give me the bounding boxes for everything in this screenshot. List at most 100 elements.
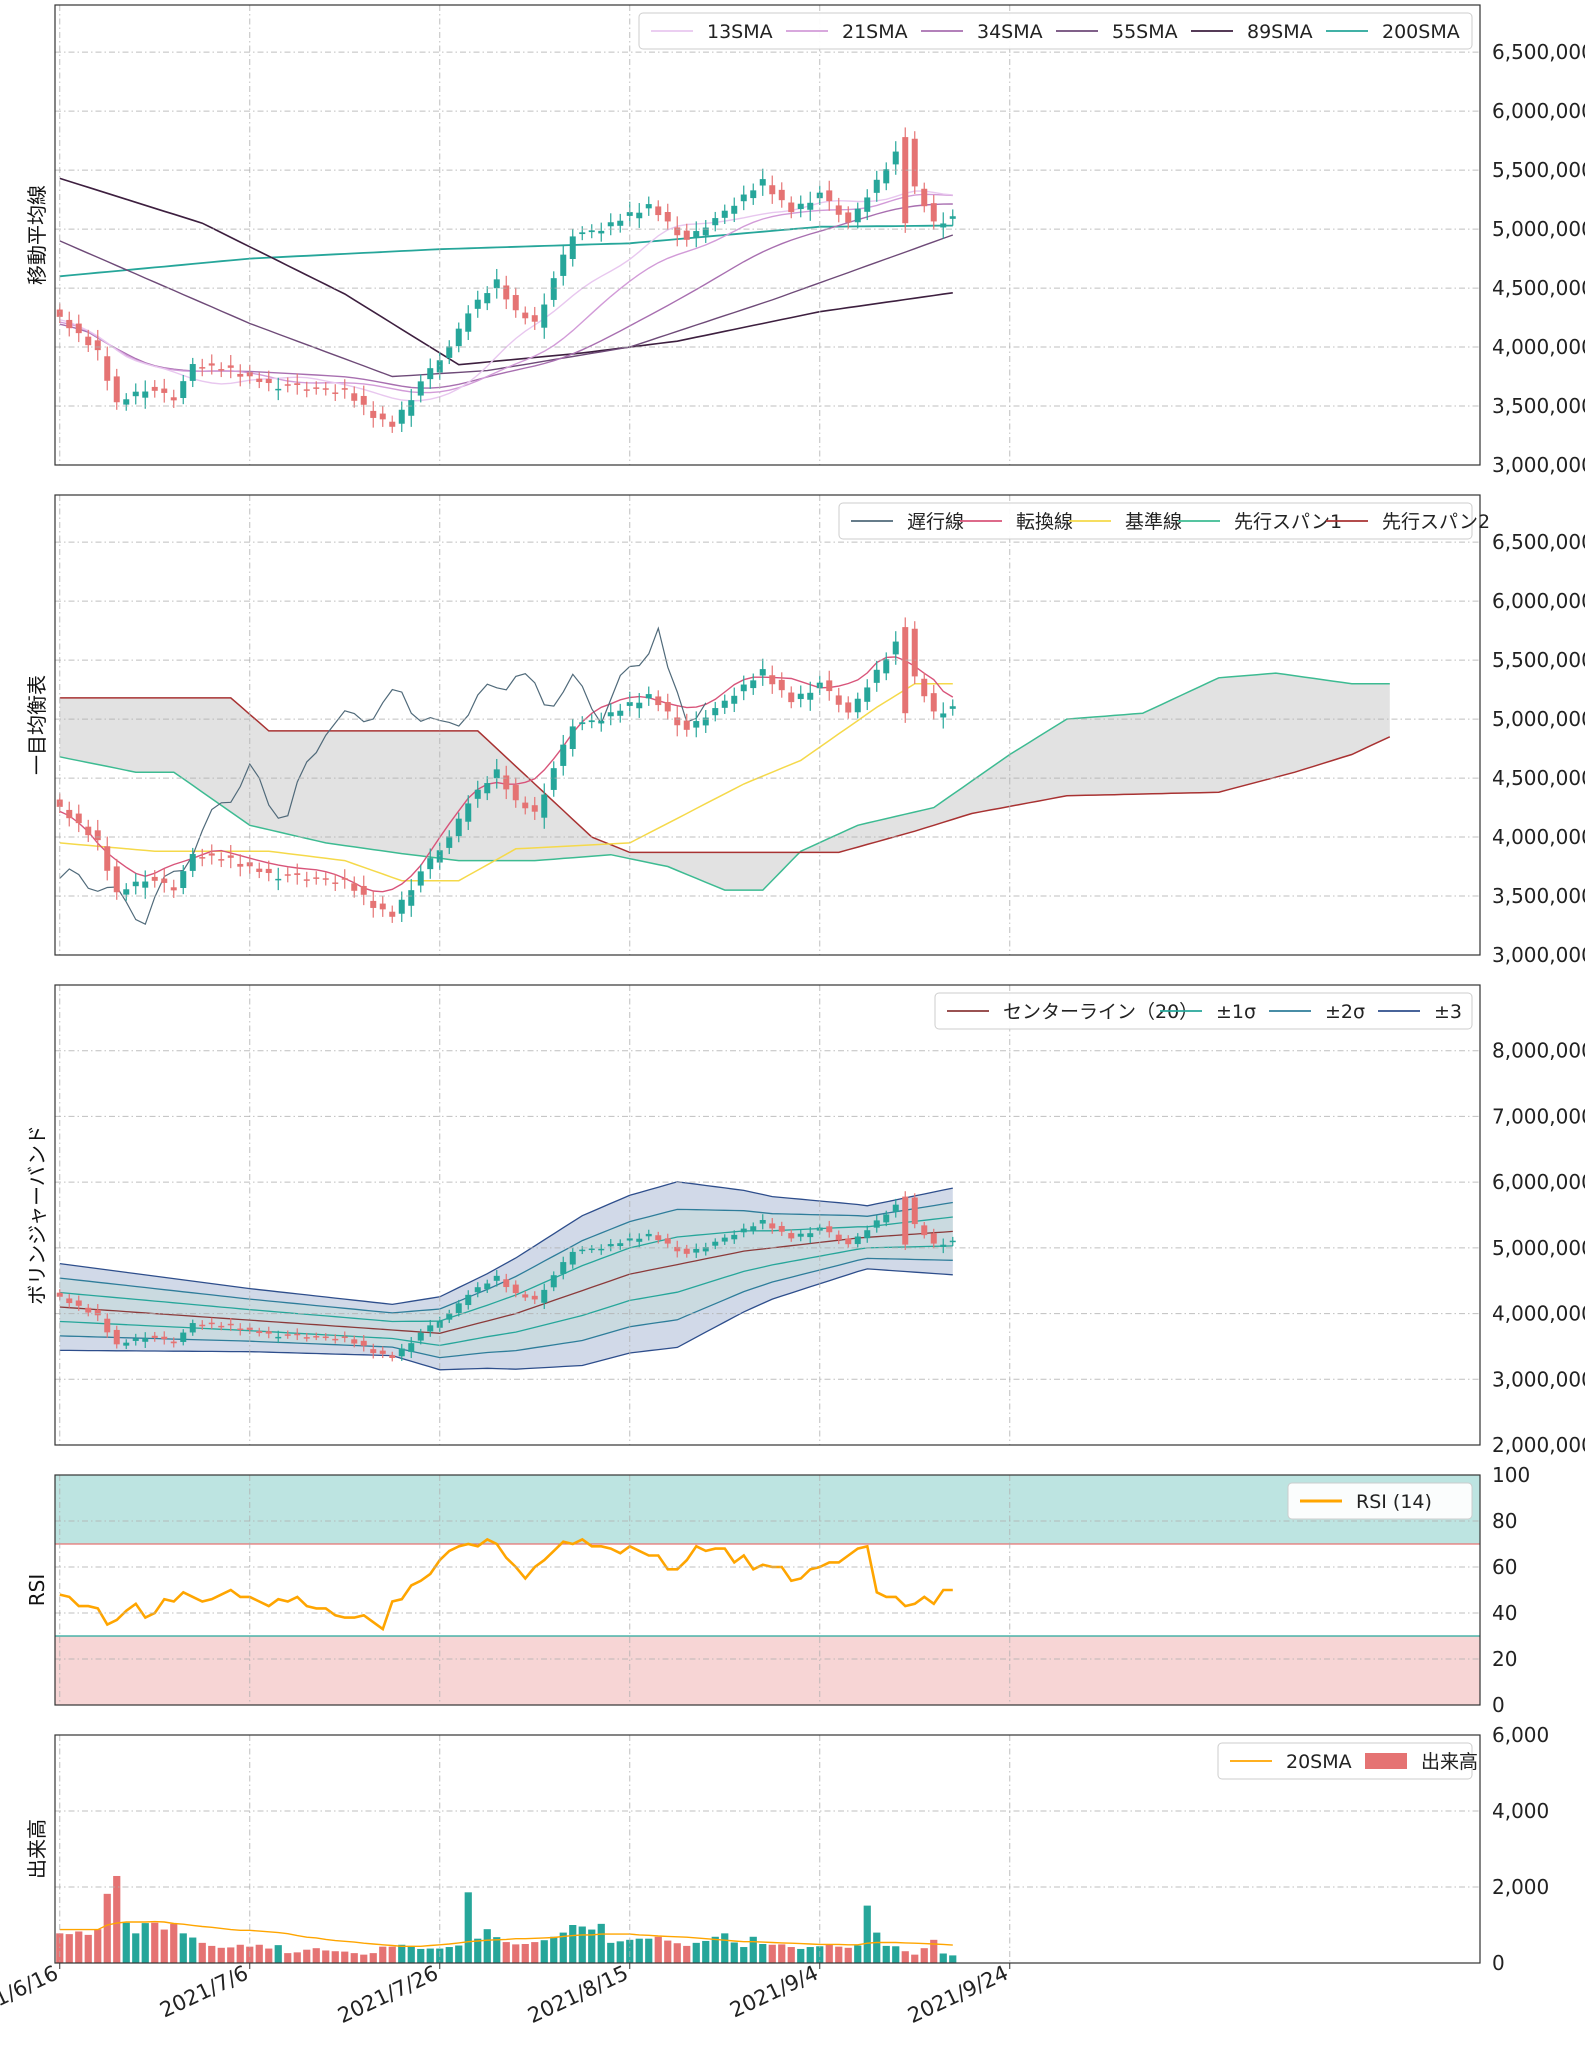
candle-body	[617, 220, 624, 226]
candle	[151, 380, 158, 398]
candle-body	[655, 206, 662, 216]
candle-body	[826, 680, 833, 692]
candle-body	[332, 1338, 339, 1341]
candle	[807, 1227, 814, 1244]
oversold-zone	[55, 1636, 1480, 1705]
candle-body	[132, 881, 139, 887]
candle-body	[797, 693, 804, 700]
kijun-line	[59, 682, 953, 882]
candle-body	[303, 389, 310, 391]
candle-body	[322, 1336, 329, 1339]
candle	[332, 384, 339, 402]
candle-body	[911, 1197, 918, 1225]
candle	[256, 1327, 263, 1337]
candle	[218, 362, 225, 378]
candle	[341, 379, 348, 399]
candle-body	[731, 205, 738, 214]
candle	[550, 1271, 557, 1292]
plot-area-2	[56, 617, 1391, 926]
candle	[427, 848, 434, 879]
candle	[693, 1243, 700, 1258]
volume-bar	[103, 1893, 111, 1963]
candle	[294, 863, 301, 885]
legend-entry: ±2σ	[1325, 1001, 1365, 1023]
candle-body	[303, 879, 310, 881]
candle-body	[588, 720, 595, 723]
candle	[170, 1337, 177, 1348]
chikou-line	[59, 626, 707, 926]
candle-body	[56, 309, 63, 317]
candle-body	[655, 696, 662, 706]
candle	[712, 211, 719, 232]
candle-body	[940, 223, 947, 228]
candle	[892, 141, 899, 175]
candle	[341, 1331, 348, 1343]
candle-body	[588, 230, 595, 233]
candle-body	[161, 1336, 168, 1340]
candle-body	[199, 1324, 206, 1327]
candle-body	[341, 878, 348, 880]
candle	[322, 872, 329, 886]
candle	[845, 1235, 852, 1248]
candle	[389, 905, 396, 923]
legend: 13SMA 21SMA 34SMA 55SMA 89SMA 200SMA	[638, 12, 1473, 50]
candle	[465, 1290, 472, 1310]
candle-body	[94, 340, 101, 351]
candle	[797, 685, 804, 708]
candle-body	[75, 813, 82, 824]
volume-bar	[160, 1929, 168, 1963]
candle-body	[921, 188, 928, 207]
volume-bar	[835, 1946, 843, 1963]
y-tick-label: 3,500,000	[1492, 394, 1585, 418]
volume-bar	[303, 1949, 311, 1963]
y-tick-label: 20	[1492, 1647, 1517, 1671]
candle	[721, 694, 728, 714]
candle	[778, 672, 785, 698]
volume-bar	[597, 1923, 605, 1963]
candle	[351, 1335, 358, 1348]
candle	[474, 290, 481, 318]
candle	[379, 1346, 386, 1359]
legend-swatch	[1365, 1753, 1407, 1769]
legend-box	[934, 992, 1473, 1030]
candle-body	[227, 365, 234, 368]
candle	[759, 1214, 766, 1230]
volume-bar	[645, 1938, 653, 1963]
candle	[265, 1326, 272, 1339]
plot-area-3	[56, 1181, 956, 1371]
sma200-line	[59, 224, 953, 278]
candle-body	[607, 222, 614, 227]
candle-body	[778, 679, 785, 691]
y-tick-label: 6,000	[1492, 1723, 1549, 1747]
y-tick-label: 4,000,000	[1492, 335, 1585, 359]
volume-bar	[474, 1938, 482, 1963]
candle	[370, 891, 377, 918]
candle	[313, 1332, 320, 1341]
candle	[503, 765, 510, 800]
candle	[113, 368, 120, 410]
candle	[313, 871, 320, 885]
candle	[218, 1322, 225, 1331]
candle	[835, 687, 842, 713]
candle	[151, 1331, 158, 1342]
candle	[797, 1229, 804, 1242]
candle	[465, 795, 472, 830]
volume-bar	[189, 1937, 197, 1963]
candle-body	[683, 720, 690, 730]
candle-body	[398, 899, 405, 914]
volume-bar	[949, 1955, 957, 1963]
candle-body	[237, 1328, 244, 1331]
y-tick-label: 6,500,000	[1492, 40, 1585, 64]
candle-body	[512, 785, 519, 801]
candle	[902, 127, 909, 233]
candle-body	[284, 874, 291, 876]
candle	[892, 631, 899, 665]
legend: 遅行線 転換線 基準線 先行スパン1 先行スパン2	[838, 502, 1490, 540]
candle	[237, 364, 244, 387]
candle	[522, 796, 529, 815]
volume-bar	[217, 1947, 225, 1963]
candle	[750, 673, 757, 695]
candle-body	[854, 698, 861, 713]
candle	[864, 189, 871, 221]
y-tick-label: 8,000,000	[1492, 1039, 1585, 1063]
